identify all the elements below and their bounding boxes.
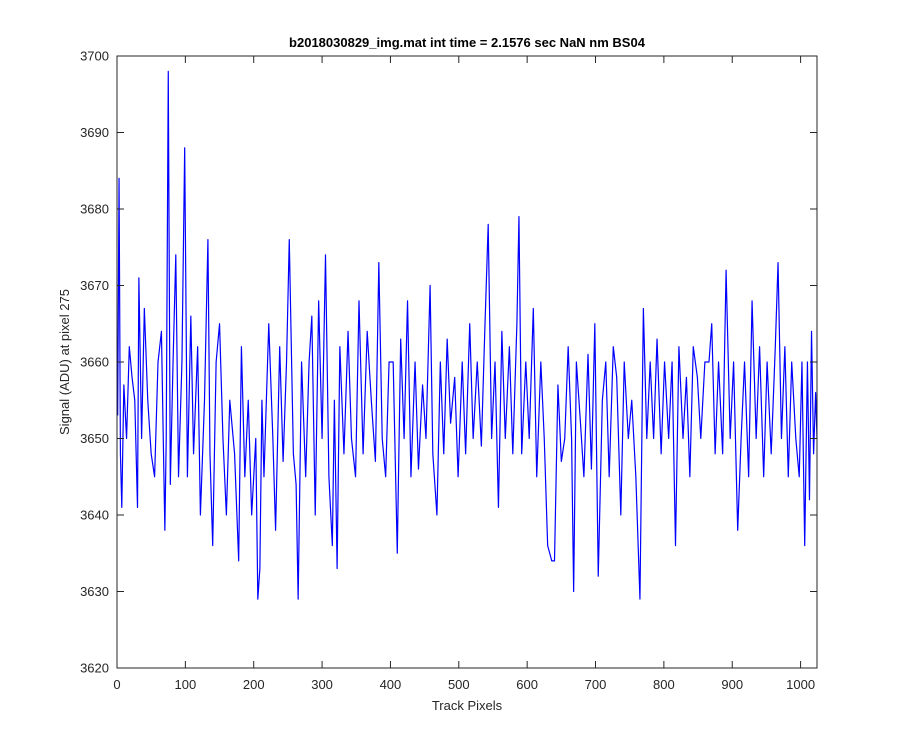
x-tick-label: 400 xyxy=(380,677,402,692)
x-tick-label: 700 xyxy=(585,677,607,692)
x-tick-label: 0 xyxy=(113,677,120,692)
x-tick-label: 100 xyxy=(175,677,197,692)
y-tick-label: 3620 xyxy=(80,661,109,676)
y-tick-label: 3680 xyxy=(80,202,109,217)
chart-title: b2018030829_img.mat int time = 2.1576 se… xyxy=(289,35,646,50)
y-tick-label: 3650 xyxy=(80,431,109,446)
series-layer xyxy=(117,70,818,600)
x-tick-label: 600 xyxy=(516,677,538,692)
x-tick-label: 800 xyxy=(653,677,675,692)
series-line-0 xyxy=(117,70,818,600)
y-axis-label: Signal (ADU) at pixel 275 xyxy=(57,289,72,435)
x-tick-label: 500 xyxy=(448,677,470,692)
y-tick-label: 3670 xyxy=(80,278,109,293)
x-tick-label: 300 xyxy=(311,677,333,692)
axes-background xyxy=(117,56,817,668)
x-tick-label: 200 xyxy=(243,677,265,692)
y-tick-label: 3630 xyxy=(80,584,109,599)
y-tick-label: 3690 xyxy=(80,125,109,140)
y-tick-label: 3700 xyxy=(80,49,109,64)
y-tick-label: 3640 xyxy=(80,508,109,523)
ticks-layer: 0 100 200 300 400 500 600 700 800 900 1000 3620 3630… xyxy=(80,49,817,692)
x-axis-label: Track Pixels xyxy=(432,698,503,713)
x-tick-label: 1000 xyxy=(786,677,815,692)
y-tick-label: 3660 xyxy=(80,355,109,370)
x-tick-label: 900 xyxy=(721,677,743,692)
